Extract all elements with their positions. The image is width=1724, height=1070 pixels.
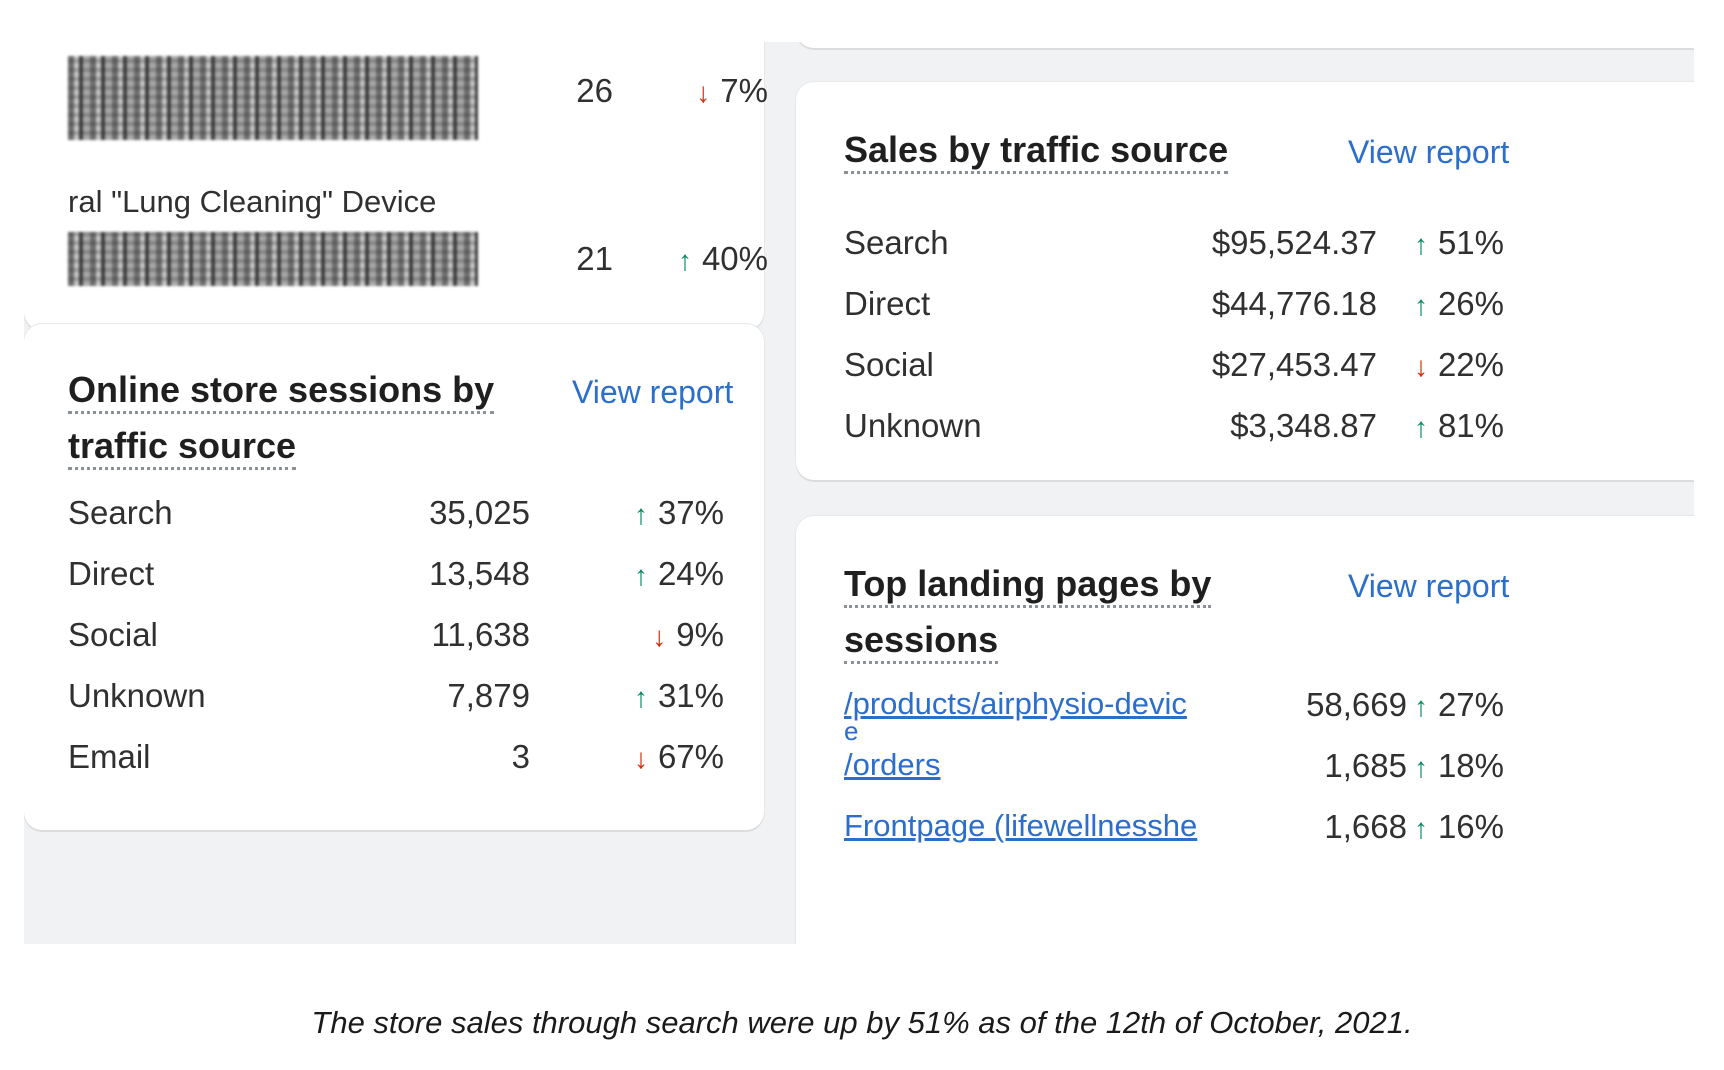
arrow-up-icon: ↑	[677, 245, 692, 276]
landing-card-title: Top landing pages by sessions	[844, 556, 1212, 668]
row-value: $44,776.18	[1211, 285, 1377, 322]
row-value: 35,025	[429, 494, 530, 531]
row-label: Search	[844, 224, 949, 261]
sales-row-social[interactable]: Social $27,453.47 ↓ 22%	[844, 346, 1504, 386]
row-label: Direct	[844, 285, 931, 322]
row-change: ↑ 31%	[633, 677, 724, 714]
sessions-card-title: Online store sessions by traffic source	[68, 362, 495, 474]
arrow-up-icon: ↑	[1413, 412, 1428, 443]
row-change: ↑ 18%	[1413, 747, 1504, 784]
landing-page-link[interactable]: /products/airphysio-devic	[844, 686, 1187, 721]
arrow-up-icon: ↑	[633, 499, 648, 530]
row-value: 3	[511, 738, 530, 775]
product-change: ↓ 7%	[638, 72, 768, 110]
arrow-up-icon: ↑	[1413, 813, 1428, 844]
row-label: Social	[68, 616, 158, 653]
sales-row-direct[interactable]: Direct $44,776.18 ↑ 26%	[844, 285, 1504, 325]
arrow-up-icon: ↑	[1413, 229, 1428, 260]
sessions-row-social[interactable]: Social 11,638 ↓ 9%	[68, 616, 724, 656]
landing-row[interactable]: /products/airphysio-devic e 58,669 ↑ 27%	[844, 686, 1504, 746]
previous-card-bottom	[796, 42, 1694, 48]
row-change: ↑ 37%	[633, 494, 724, 531]
row-label: Direct	[68, 555, 155, 592]
row-change: ↑ 24%	[633, 555, 724, 592]
arrow-down-icon: ↓	[1413, 351, 1428, 382]
top-landing-pages-card: Top landing pages by sessions View report…	[796, 516, 1694, 944]
row-label: Unknown	[68, 677, 206, 714]
redacted-product-name	[68, 56, 478, 140]
landing-row[interactable]: /orders 1,685 ↑ 18%	[844, 747, 1504, 787]
row-change: ↓ 9%	[652, 616, 724, 653]
row-change: ↑ 27%	[1413, 686, 1504, 723]
sessions-by-traffic-source-card: Online store sessions by traffic source V…	[24, 324, 764, 830]
row-label: Email	[68, 738, 151, 775]
product-change: ↑ 40%	[638, 240, 768, 278]
landing-page-link-wrap[interactable]: e	[844, 716, 859, 746]
row-change: ↑ 16%	[1413, 808, 1504, 845]
analytics-screenshot: 26 ↓ 7% ral "Lung Cleaning" Device 21 ↑ 40…	[24, 42, 1694, 944]
arrow-up-icon: ↑	[1413, 691, 1428, 722]
arrow-up-icon: ↑	[1413, 752, 1428, 783]
row-label: Social	[844, 346, 934, 383]
arrow-down-icon: ↓	[696, 77, 711, 108]
change-percent: 7%	[720, 72, 768, 109]
row-change: ↓ 67%	[633, 738, 724, 775]
landing-page-link[interactable]: Frontpage (lifewellnesshe	[844, 808, 1198, 843]
arrow-up-icon: ↑	[633, 560, 648, 591]
sessions-row-search[interactable]: Search 35,025 ↑ 37%	[68, 494, 724, 534]
sessions-row-direct[interactable]: Direct 13,548 ↑ 24%	[68, 555, 724, 595]
arrow-up-icon: ↑	[1413, 290, 1428, 321]
row-value: 7,879	[447, 677, 530, 714]
arrow-up-icon: ↑	[633, 682, 648, 713]
top-product-row[interactable]: 21 ↑ 40%	[68, 240, 768, 280]
row-value: 11,638	[431, 616, 530, 653]
sales-row-search[interactable]: Search $95,524.37 ↑ 51%	[844, 224, 1504, 264]
sessions-row-unknown[interactable]: Unknown 7,879 ↑ 31%	[68, 677, 724, 717]
row-value: 1,668	[1324, 808, 1407, 845]
top-product-row[interactable]: 26 ↓ 7%	[68, 72, 768, 112]
sales-view-report-link[interactable]: View report	[1348, 134, 1510, 170]
arrow-down-icon: ↓	[633, 743, 648, 774]
redacted-product-name	[68, 232, 478, 286]
product-label-partial: ral "Lung Cleaning" Device	[68, 184, 437, 219]
row-value: 58,669	[1306, 686, 1407, 723]
partial-product-label-row: ral "Lung Cleaning" Device	[68, 184, 724, 224]
row-value: $95,524.37	[1211, 224, 1377, 261]
arrow-down-icon: ↓	[652, 621, 667, 652]
sales-card-title: Sales by traffic source	[844, 122, 1229, 178]
sessions-row-email[interactable]: Email 3 ↓ 67%	[68, 738, 724, 778]
row-value: 13,548	[429, 555, 530, 592]
row-value: 1,685	[1324, 747, 1407, 784]
landing-page-link[interactable]: /orders	[844, 747, 941, 782]
row-value: $3,348.87	[1230, 407, 1377, 444]
row-label: Unknown	[844, 407, 982, 444]
landing-row[interactable]: Frontpage (lifewellnesshe 1,668 ↑ 16%	[844, 808, 1504, 848]
sales-by-traffic-source-card: Sales by traffic source View report Sear…	[796, 82, 1694, 480]
product-sessions-value: 26	[576, 72, 613, 109]
product-sessions-value: 21	[576, 240, 613, 277]
row-change: ↑ 51%	[1413, 224, 1504, 261]
row-value: $27,453.47	[1211, 346, 1377, 383]
row-change: ↑ 81%	[1413, 407, 1504, 444]
change-percent: 40%	[701, 240, 768, 277]
top-products-card: 26 ↓ 7% ral "Lung Cleaning" Device 21 ↑ 40…	[24, 42, 768, 330]
row-change: ↓ 22%	[1413, 346, 1504, 383]
sessions-view-report-link[interactable]: View report	[572, 374, 734, 410]
landing-view-report-link[interactable]: View report	[1348, 568, 1510, 604]
sales-row-unknown[interactable]: Unknown $3,348.87 ↑ 81%	[844, 407, 1504, 447]
row-change: ↑ 26%	[1413, 285, 1504, 322]
figure-caption: The store sales through search were up b…	[311, 1005, 1413, 1040]
row-label: Search	[68, 494, 173, 531]
